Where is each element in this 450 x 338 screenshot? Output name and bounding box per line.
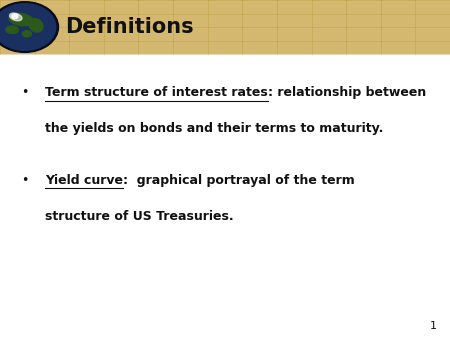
- Ellipse shape: [6, 26, 18, 33]
- Ellipse shape: [9, 13, 22, 21]
- Text: •: •: [21, 86, 28, 99]
- Circle shape: [0, 2, 58, 52]
- Text: Yield curve: Yield curve: [45, 174, 123, 187]
- Ellipse shape: [9, 14, 33, 26]
- Text: Term structure of interest rates: Term structure of interest rates: [45, 86, 268, 99]
- Text: structure of US Treasuries.: structure of US Treasuries.: [45, 210, 234, 222]
- Circle shape: [12, 14, 18, 19]
- Circle shape: [0, 4, 56, 50]
- Ellipse shape: [22, 31, 32, 37]
- Bar: [0, 0, 450, 54]
- Text: 1: 1: [429, 321, 436, 331]
- Text: :  graphical portrayal of the term: : graphical portrayal of the term: [123, 174, 355, 187]
- Text: : relationship between: : relationship between: [268, 86, 426, 99]
- Text: •: •: [21, 174, 28, 187]
- Text: the yields on bonds and their terms to maturity.: the yields on bonds and their terms to m…: [45, 122, 383, 135]
- Ellipse shape: [29, 19, 43, 32]
- Text: Definitions: Definitions: [65, 17, 194, 37]
